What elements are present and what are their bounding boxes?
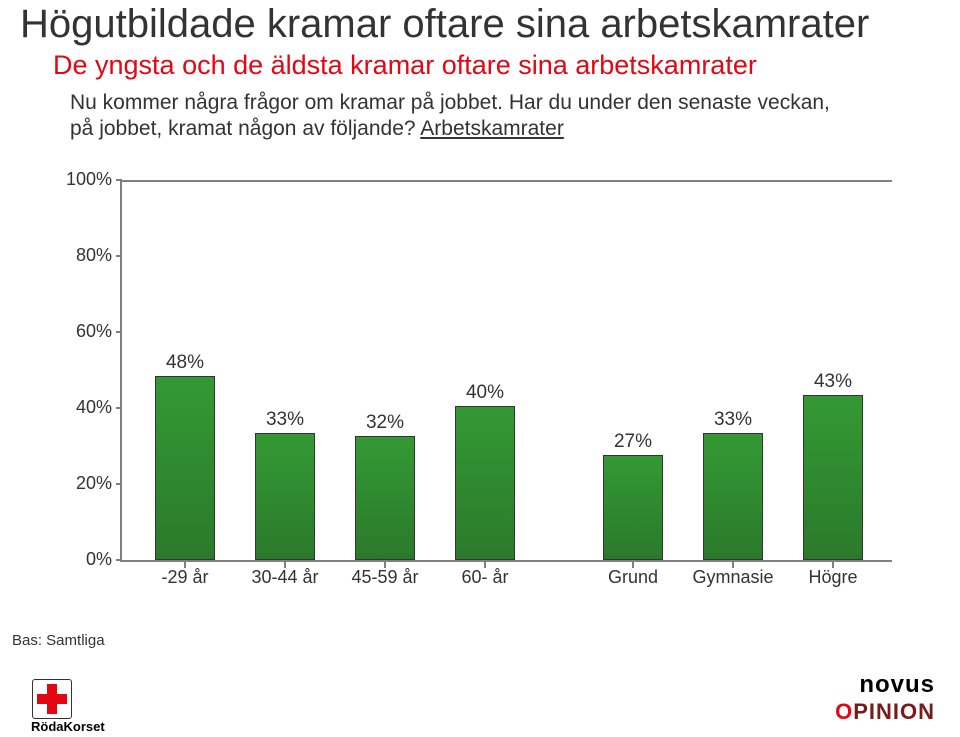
x-axis-label: Högre [783, 567, 883, 588]
y-axis-label: 80% [57, 245, 112, 266]
bar-group: 27% [603, 180, 663, 560]
page-title: Högutbildade kramar oftare sina arbetska… [20, 2, 869, 47]
y-axis-label: 40% [57, 397, 112, 418]
opinion-text: OPINION [785, 699, 935, 725]
bar [155, 376, 215, 560]
bar-value-label: 32% [355, 412, 415, 434]
y-axis-label: 60% [57, 321, 112, 342]
bar [455, 406, 515, 560]
rodakorset-text: RödaKorset [31, 719, 105, 734]
x-axis-label: 60- år [435, 567, 535, 588]
y-axis-label: 20% [57, 473, 112, 494]
chart-description: Nu kommer några frågor om kramar på jobb… [70, 90, 840, 143]
x-axis-label: 30-44 år [235, 567, 335, 588]
red-cross-icon [32, 679, 72, 719]
bar [603, 455, 663, 560]
bar-group: 43% [803, 180, 863, 560]
x-axis-label: Gymnasie [683, 567, 783, 588]
x-axis-label: 45-59 år [335, 567, 435, 588]
y-axis-label: 0% [57, 549, 112, 570]
bar [355, 436, 415, 560]
desc-underlined: Arbetskamrater [420, 117, 564, 140]
bar-chart: 0% 20% 40% 60% 80% 100% 48% 33% 32% 40% 27% 33% 43%… [60, 155, 900, 605]
bar-value-label: 33% [703, 409, 763, 431]
footer-note: Bas: Samtliga [12, 632, 105, 649]
bars-container: 48% 33% 32% 40% 27% 33% 43% [120, 180, 890, 560]
bar-value-label: 43% [803, 371, 863, 393]
bar-group: 33% [703, 180, 763, 560]
bar-group: 32% [355, 180, 415, 560]
bar-group: 48% [155, 180, 215, 560]
bar [803, 395, 863, 560]
bar-value-label: 48% [155, 352, 215, 374]
page-subtitle: De yngsta och de äldsta kramar oftare si… [53, 50, 757, 81]
rodakorset-logo: RödaKorset [28, 679, 208, 729]
x-axis-label: -29 år [135, 567, 235, 588]
y-axis-label: 100% [57, 169, 112, 190]
bar [255, 433, 315, 560]
novus-logo: novus OPINION [785, 671, 935, 725]
bar-group: 33% [255, 180, 315, 560]
bar-value-label: 27% [603, 431, 663, 453]
bar-value-label: 40% [455, 382, 515, 404]
x-axis-label: Grund [583, 567, 683, 588]
novus-text: novus [785, 671, 935, 699]
bar-group: 40% [455, 180, 515, 560]
bar [703, 433, 763, 560]
bar-value-label: 33% [255, 409, 315, 431]
